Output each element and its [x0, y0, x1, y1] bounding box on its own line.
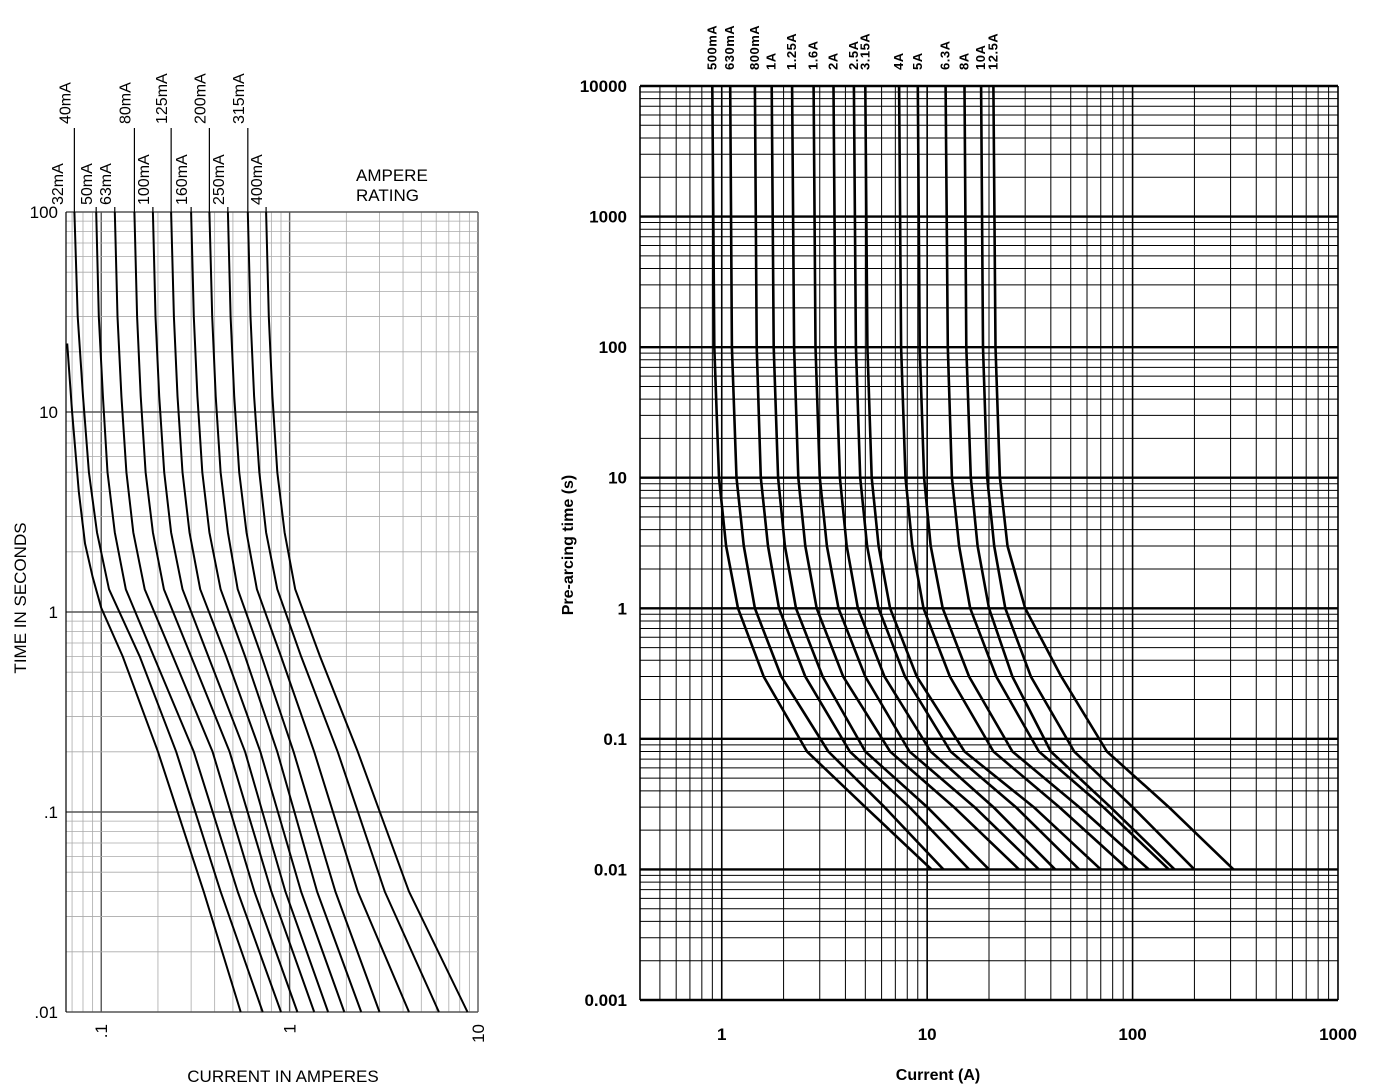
y-tick-label: 10 — [608, 469, 627, 488]
series-curve-80mA — [133, 211, 316, 1013]
y-tick-label: 100 — [30, 203, 58, 222]
left-tick-labels: 100 10 1 .1 .01 .1 1 10 — [30, 203, 488, 1043]
y-tick-label: 1 — [618, 599, 627, 618]
x-tick-label: 1 — [717, 1025, 726, 1044]
series-label-100mA: 100mA — [136, 154, 153, 205]
series-label-80mA: 80mA — [117, 82, 134, 124]
x-tick-label: 1000 — [1319, 1025, 1357, 1044]
x-tick-label: 100 — [1118, 1025, 1146, 1044]
series-label-12.5A: 12.5A — [985, 33, 1000, 70]
series-curve-4A — [897, 85, 1129, 871]
series-curve-5A — [916, 85, 1150, 871]
y-tick-label: 10 — [39, 403, 58, 422]
left-y-axis-label: TIME IN SECONDS — [11, 522, 30, 673]
series-label-32mA: 32mA — [50, 163, 67, 205]
series-label-200mA: 200mA — [192, 73, 209, 124]
series-curve-315mA — [246, 211, 440, 1013]
series-label-1.25A: 1.25A — [784, 33, 799, 70]
series-label-4A: 4A — [891, 52, 906, 70]
series-curve-63mA — [113, 211, 299, 1013]
series-label-5A: 5A — [910, 52, 925, 70]
series-label-2A: 2A — [826, 52, 841, 70]
series-curve-500mA — [711, 85, 933, 871]
series-curve-8A — [963, 85, 1176, 871]
left-chart: 100 10 1 .1 .01 .1 1 10 32mA 40mA 50mA 63mA 80mA 100… — [11, 73, 488, 1086]
x-tick-label: 1 — [281, 1024, 300, 1033]
y-tick-label: .01 — [34, 1003, 58, 1022]
series-curve-50mA — [95, 211, 282, 1013]
y-tick-label: 100 — [599, 338, 627, 357]
left-legend-title-line-1: AMPERE — [356, 166, 428, 185]
series-curve-1.25A — [790, 85, 1020, 871]
series-label-8A: 8A — [957, 52, 972, 70]
series-curve-6.3A — [944, 85, 1170, 871]
right-y-axis-label: Pre-arcing time (s) — [560, 475, 577, 615]
x-tick-label: .1 — [92, 1024, 111, 1038]
series-label-40mA: 40mA — [57, 82, 74, 124]
series-curve-1.6A — [812, 85, 1040, 871]
series-curve-2.5A — [852, 85, 1081, 871]
right-tick-labels: 10000 1000 100 10 1 0.1 0.01 0.001 1 10 100 1000 — [580, 77, 1357, 1044]
series-curve-12.5A — [992, 85, 1235, 871]
series-label-630mA: 630mA — [722, 25, 737, 70]
right-series-labels: 500mA 630mA 800mA 1A 1.25A 1.6A 2A 2.5A3.15A 4A 5… — [704, 25, 1000, 70]
series-label-1.6A: 1.6A — [806, 40, 821, 70]
y-tick-label: 0.01 — [594, 860, 627, 879]
series-curve-100mA — [151, 211, 330, 1013]
series-curve-630mA — [728, 85, 945, 871]
x-tick-label: 10 — [469, 1024, 488, 1043]
series-label-10A: 10A — [973, 45, 988, 70]
series-curve-32mA — [66, 343, 242, 1013]
series-curve-3.15A — [864, 85, 1102, 871]
y-tick-label: 0.001 — [584, 991, 627, 1010]
series-label-315mA: 315mA — [231, 73, 248, 124]
left-series-labels: 32mA 40mA 50mA 63mA 80mA 100mA 125mA 160mA 200mA… — [50, 73, 267, 212]
series-curve-200mA — [208, 211, 381, 1013]
series-curve-800mA — [753, 85, 971, 871]
y-tick-label: 0.1 — [603, 730, 627, 749]
series-curve-400mA — [265, 211, 469, 1013]
right-curves — [711, 85, 1235, 871]
series-curve-125mA — [170, 211, 346, 1013]
series-curve-160mA — [190, 211, 363, 1013]
series-label-6.3A: 6.3A — [938, 40, 953, 70]
right-x-axis-label: Current (A) — [896, 1067, 980, 1084]
series-label-3.15A: 3.15A — [857, 33, 872, 70]
series-label-250mA: 250mA — [211, 154, 228, 205]
series-curve-1A — [770, 85, 990, 871]
left-curves — [66, 211, 469, 1013]
series-label-400mA: 400mA — [249, 154, 266, 205]
y-tick-label: .1 — [44, 803, 58, 822]
x-tick-label: 10 — [918, 1025, 937, 1044]
series-label-63mA: 63mA — [98, 163, 115, 205]
right-chart: 10000 1000 100 10 1 0.1 0.01 0.001 1 10 100 1000 50… — [560, 25, 1357, 1084]
series-label-160mA: 160mA — [174, 154, 191, 205]
y-tick-label: 1000 — [589, 208, 627, 227]
series-curve-2A — [832, 85, 1057, 871]
series-curve-250mA — [226, 211, 410, 1013]
series-label-50mA: 50mA — [79, 163, 96, 205]
left-x-axis-label: CURRENT IN AMPERES — [187, 1067, 378, 1086]
series-curve-40mA — [73, 211, 264, 1013]
left-legend-title-line-2: RATING — [356, 186, 419, 205]
y-tick-label: 1 — [49, 603, 58, 622]
series-label-125mA: 125mA — [154, 73, 171, 124]
series-label-1A: 1A — [764, 52, 779, 70]
series-label-500mA: 500mA — [704, 25, 719, 70]
series-label-2.5A: 2.5A — [846, 40, 861, 70]
y-tick-label: 10000 — [580, 77, 627, 96]
series-curve-10A — [979, 85, 1196, 871]
series-label-800mA: 800mA — [747, 25, 762, 70]
left-grid — [65, 211, 479, 1013]
